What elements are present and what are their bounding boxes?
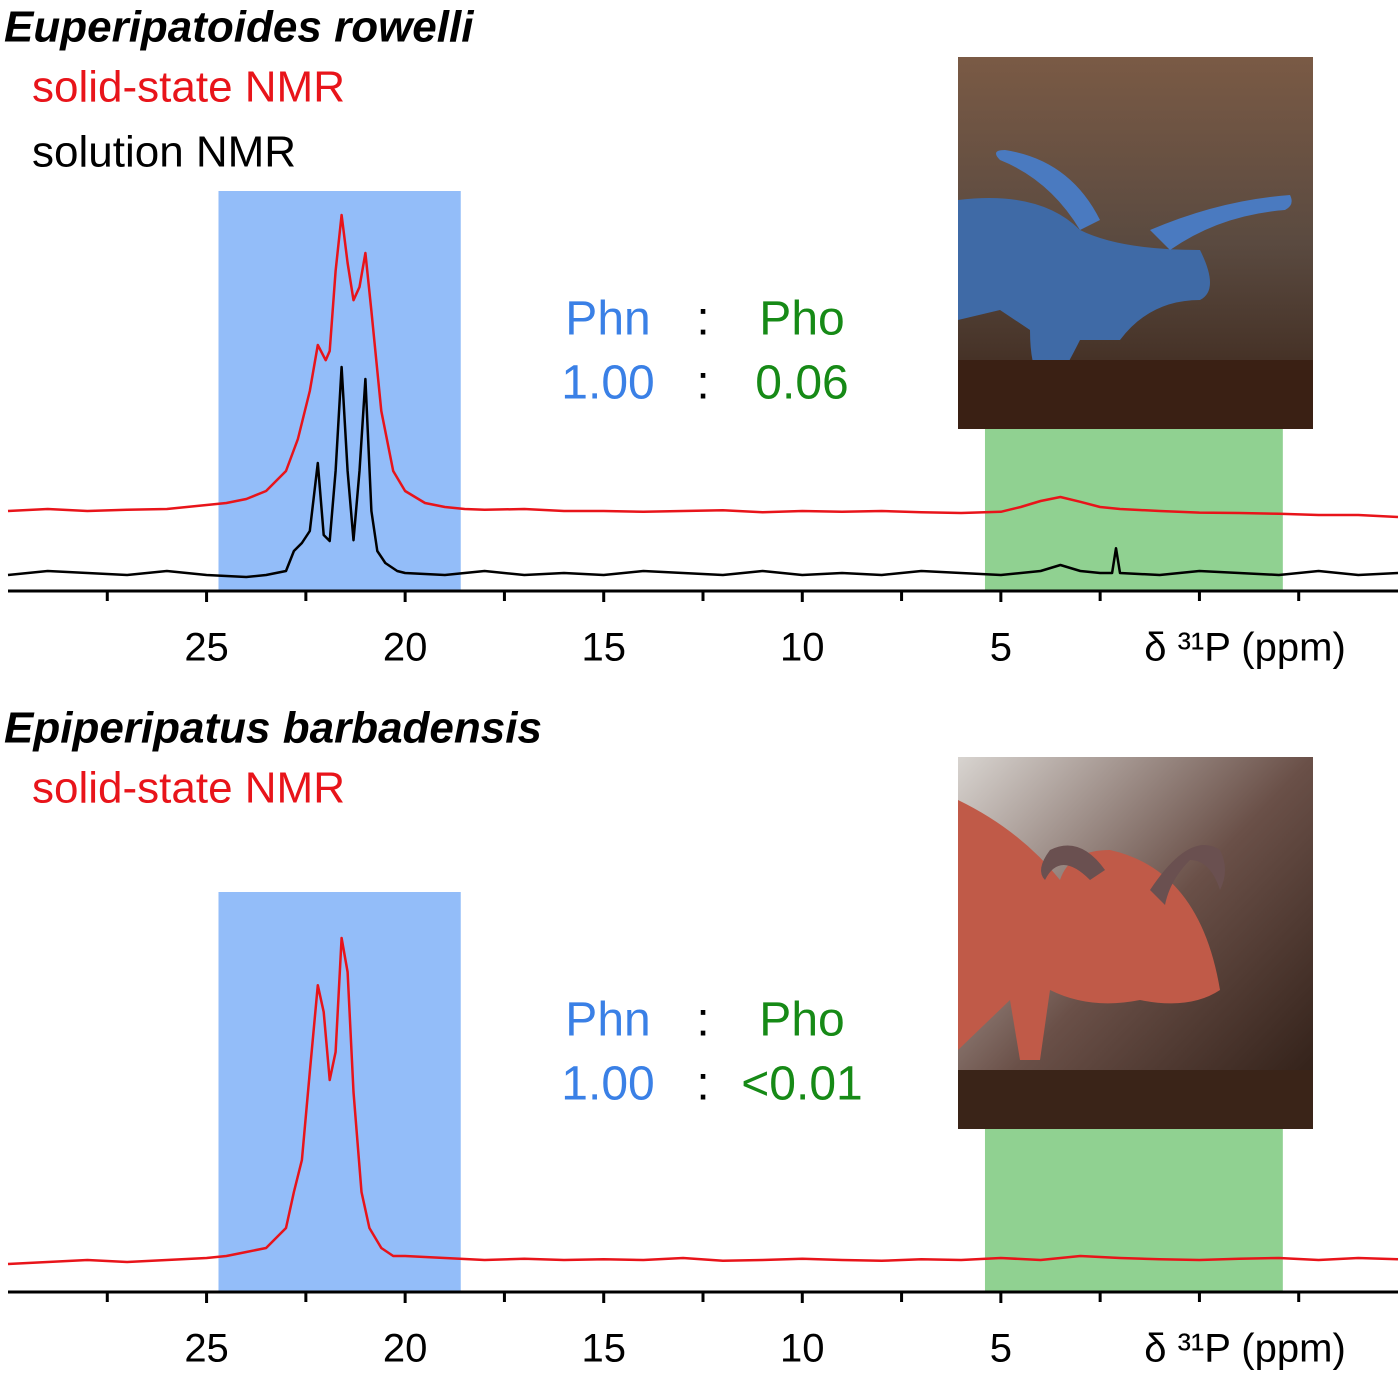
ratio-value: :	[696, 357, 709, 410]
x-tick-label: 5	[990, 1327, 1012, 1371]
x-tick-label: 20	[383, 1327, 428, 1371]
legend-entry: solid-state NMR	[32, 764, 345, 813]
x-tick-label: 15	[581, 1327, 626, 1371]
legend-entry: solution NMR	[32, 128, 296, 177]
ratio-label: Pho	[759, 994, 844, 1047]
x-tick-label: 15	[581, 626, 626, 670]
x-tick-label: 10	[780, 1327, 825, 1371]
spectrum-line	[7, 213, 1399, 519]
panel-title: Euperipatoides rowelli	[4, 3, 474, 52]
spectrum-line	[7, 936, 1399, 1266]
ratio-value: 0.06	[755, 357, 848, 410]
photo-blue-velvet-worm	[958, 57, 1313, 429]
legend-entry: solid-state NMR	[32, 63, 345, 112]
ratio-value: :	[696, 1058, 709, 1111]
ratio-label: :	[696, 994, 709, 1047]
x-tick-label: 5	[990, 626, 1012, 670]
ratio-value: 1.00	[561, 357, 654, 410]
ratio-value: 1.00	[561, 1058, 654, 1111]
photo-red-velvet-worm	[958, 757, 1313, 1129]
ratio-value: <0.01	[741, 1058, 862, 1111]
x-axis-label: δ ³¹P (ppm)	[1144, 626, 1346, 670]
x-tick-label: 25	[184, 1327, 229, 1371]
ratio-label: Phn	[565, 994, 650, 1047]
panel-title: Epiperipatus barbadensis	[4, 704, 542, 753]
x-tick-label: 25	[184, 626, 229, 670]
x-tick-label: 10	[780, 626, 825, 670]
spectrum-line	[7, 365, 1399, 579]
x-axis-label: δ ³¹P (ppm)	[1144, 1327, 1346, 1371]
ratio-label: Phn	[565, 293, 650, 346]
x-tick-label: 20	[383, 626, 428, 670]
ratio-label: Pho	[759, 293, 844, 346]
ratio-label: :	[696, 293, 709, 346]
